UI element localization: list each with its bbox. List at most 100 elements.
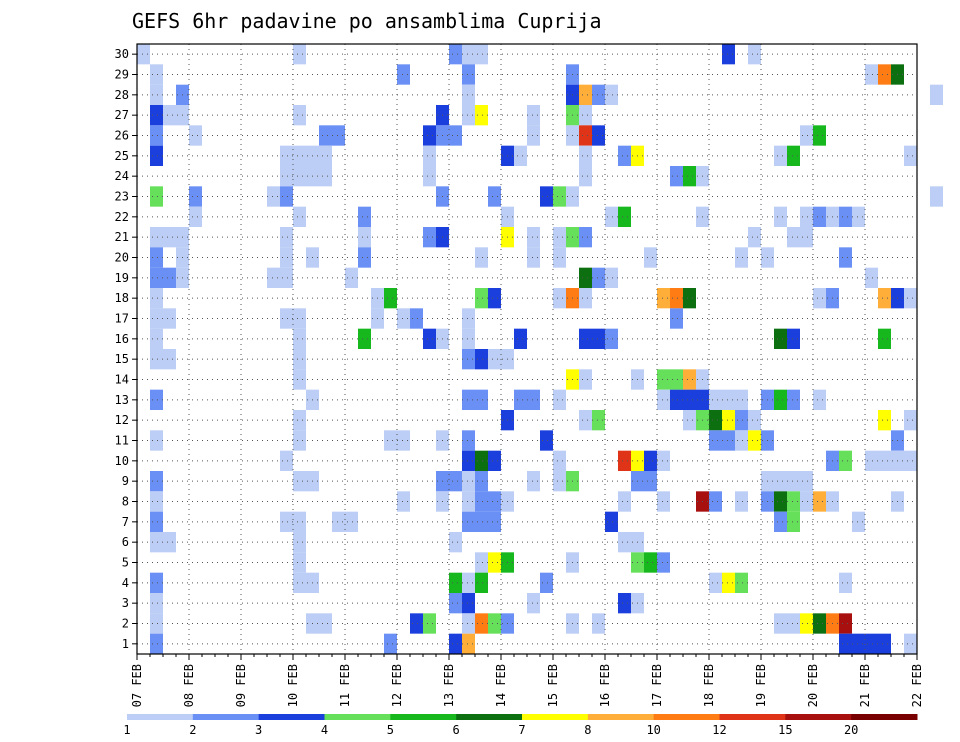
y-tick-label: 6 [122, 535, 129, 549]
heatmap-cell [787, 471, 800, 492]
grid-lines [137, 44, 917, 654]
heatmap-cell [462, 593, 475, 614]
heatmap-cell [514, 145, 527, 166]
heatmap-cell [150, 105, 163, 126]
heatmap-cell [735, 389, 748, 410]
heatmap-cell [449, 633, 462, 654]
heatmap-cell [904, 410, 917, 431]
heatmap-cell [709, 410, 722, 431]
heatmap-cell [527, 593, 540, 614]
heatmap-cell [683, 288, 696, 309]
y-tick-label: 21 [115, 230, 129, 244]
heatmap-cell [163, 349, 176, 370]
heatmap-cell [527, 389, 540, 410]
heatmap-cell [748, 430, 761, 451]
colorbar-label: 3 [255, 723, 262, 737]
y-tick-label: 8 [122, 495, 129, 509]
heatmap-cell [488, 186, 501, 207]
colorbar-label: 12 [712, 723, 726, 737]
heatmap-cell [683, 166, 696, 187]
heatmap-cell [345, 511, 358, 532]
heatmap-cell [579, 288, 592, 309]
heatmap-cell [280, 511, 293, 532]
x-tick-label: 10 FEB [286, 664, 300, 707]
heatmap-cell [150, 125, 163, 146]
heatmap-cell [540, 572, 553, 593]
heatmap-cell [488, 511, 501, 532]
heatmap-cell [293, 552, 306, 573]
heatmap-cell [670, 308, 683, 329]
heatmap-cell [150, 389, 163, 410]
heatmap-cell [280, 450, 293, 471]
heatmap-cell [462, 389, 475, 410]
colorbar-swatch [522, 714, 589, 720]
heatmap-cell [449, 572, 462, 593]
heatmap-cell [475, 491, 488, 512]
heatmap-cell [293, 532, 306, 553]
heatmap-cell [865, 64, 878, 85]
heatmap-cell [475, 247, 488, 268]
heatmap-cell [475, 349, 488, 370]
heatmap-cell [449, 471, 462, 492]
x-tick-label: 09 FEB [234, 664, 248, 707]
heatmap-cell [930, 186, 943, 207]
heatmap-cell [644, 450, 657, 471]
heatmap-cell [904, 633, 917, 654]
heatmap-cell [839, 247, 852, 268]
heatmap-cell [423, 125, 436, 146]
heatmap-cell [839, 206, 852, 227]
y-tick-label: 14 [115, 373, 129, 387]
heatmap-cell [605, 84, 618, 105]
heatmap-cell [605, 328, 618, 349]
colorbar-swatch [127, 714, 194, 720]
heatmap-cells [137, 44, 943, 654]
heatmap-cell [657, 450, 670, 471]
heatmap-cell [319, 613, 332, 634]
colorbar-label: 2 [189, 723, 196, 737]
heatmap-cell [462, 491, 475, 512]
heatmap-cell [293, 572, 306, 593]
colorbar-swatch [324, 714, 391, 720]
heatmap-cell [475, 511, 488, 532]
y-tick-label: 19 [115, 271, 129, 285]
heatmap-cell [878, 288, 891, 309]
heatmap-cell [657, 369, 670, 390]
heatmap-cell [293, 145, 306, 166]
heatmap-cell [189, 206, 202, 227]
heatmap-cell [618, 532, 631, 553]
heatmap-cell [527, 471, 540, 492]
heatmap-cell [579, 84, 592, 105]
heatmap-cell [527, 125, 540, 146]
heatmap-cell [462, 633, 475, 654]
heatmap-cell [774, 145, 787, 166]
y-tick-label: 25 [115, 149, 129, 163]
heatmap-cell [579, 410, 592, 431]
heatmap-cell [475, 613, 488, 634]
y-tick-label: 20 [115, 251, 129, 265]
heatmap-cell [852, 633, 865, 654]
heatmap-cell [449, 593, 462, 614]
heatmap-cell [800, 471, 813, 492]
heatmap-cell [644, 471, 657, 492]
heatmap-cell [813, 288, 826, 309]
heatmap-cell [657, 552, 670, 573]
x-tick-label: 12 FEB [390, 664, 404, 707]
x-tick-label: 21 FEB [858, 664, 872, 707]
x-tick-label: 15 FEB [546, 664, 560, 707]
y-tick-label: 13 [115, 393, 129, 407]
heatmap-cell [735, 572, 748, 593]
y-tick-label: 29 [115, 68, 129, 82]
heatmap-cell [618, 450, 631, 471]
colorbar-swatch [192, 714, 260, 720]
heatmap-cell [735, 491, 748, 512]
heatmap-cell [293, 166, 306, 187]
colorbar-label: 15 [778, 723, 792, 737]
heatmap-cell [410, 308, 423, 329]
heatmap-cell [384, 430, 397, 451]
y-tick-label: 1 [122, 637, 129, 651]
heatmap-cell [605, 511, 618, 532]
heatmap-cell [332, 511, 345, 532]
heatmap-cell [592, 84, 605, 105]
heatmap-cell [553, 471, 566, 492]
heatmap-cell [280, 247, 293, 268]
